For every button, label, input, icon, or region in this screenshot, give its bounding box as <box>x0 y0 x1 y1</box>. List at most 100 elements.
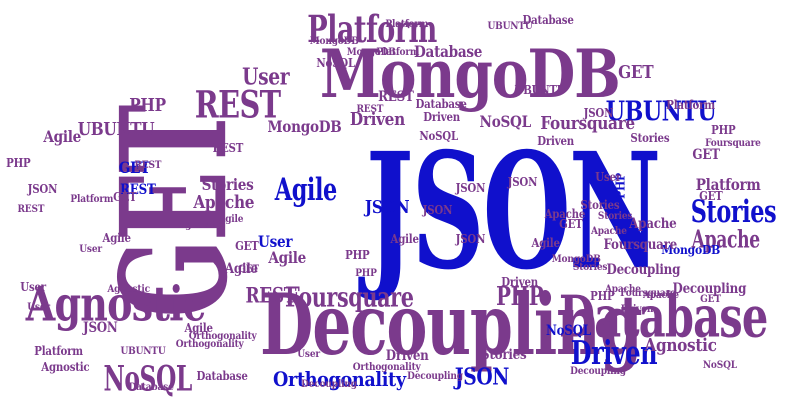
word-driven: Driven <box>536 134 574 148</box>
word-php: PHP <box>589 289 615 303</box>
word-driven: Driven <box>620 304 654 315</box>
word-user: User <box>258 232 293 251</box>
word-nosql: NoSQL <box>545 323 591 339</box>
word-driven: Driven <box>349 109 405 130</box>
word-foursquare: Foursquare <box>620 288 676 299</box>
word-php: PHP <box>495 279 543 312</box>
word-driven: Driven <box>500 275 538 289</box>
word-stories: Stories <box>597 211 633 222</box>
word-orthogonality: Orthogonality <box>175 339 244 350</box>
word-decoupling: Decoupling <box>606 262 680 278</box>
word-nosql: NoSQL <box>702 360 737 371</box>
word-agile: Agile <box>183 321 213 335</box>
word-rest: REST <box>17 204 45 215</box>
word-nosql: NoSQL <box>102 359 192 400</box>
word-foursquare: Foursquare <box>603 237 677 253</box>
word-stories: Stories <box>480 347 527 363</box>
word-database: Database <box>196 369 248 383</box>
word-rest: REST <box>212 141 244 155</box>
word-decoupling: Decoupling <box>407 371 463 382</box>
word-php: PHP <box>5 156 31 170</box>
word-get: GET <box>118 158 150 177</box>
word-ubuntu: UBUNTU <box>605 96 717 128</box>
word-user: User <box>241 63 289 91</box>
word-mongodb: MongoDB <box>346 47 396 58</box>
word-stories: Stories <box>630 131 670 145</box>
word-mongodb: MongoDB <box>267 117 342 136</box>
word-user: User <box>595 170 621 184</box>
word-agile: Agile <box>274 171 338 208</box>
word-php: PHP <box>128 95 166 116</box>
word-ubuntu: UBUNTU <box>120 346 166 357</box>
word-driven: Driven <box>422 110 460 124</box>
word-get: GET <box>559 217 583 231</box>
word-platform: Platform <box>665 98 715 112</box>
word-rest: REST <box>378 89 414 105</box>
word-decoupling: Decoupling <box>672 281 746 297</box>
word-driven: Driven <box>570 334 658 373</box>
word-nosql: NoSQL <box>418 129 458 143</box>
word-rest: REST <box>245 282 297 308</box>
word-mongodb: MongoDB <box>309 36 359 47</box>
word-database: Database <box>414 42 483 61</box>
word-database: Database <box>522 13 574 27</box>
word-agile: Agile <box>101 231 131 245</box>
word-agile: Agile <box>224 261 258 277</box>
word-agnostic: Agnostic <box>177 220 221 231</box>
word-rest: REST <box>120 182 156 198</box>
word-stories: Stories <box>690 193 776 230</box>
word-json: JSON <box>82 320 118 336</box>
word-decoupling: Decoupling <box>570 366 626 377</box>
word-user: User <box>20 280 46 294</box>
word-platform: Platform <box>70 194 114 205</box>
word-json: JSON <box>507 175 537 189</box>
word-get: GET <box>692 147 720 163</box>
word-orthogonality: Orthogonality <box>188 331 257 342</box>
word-user: User <box>78 244 102 255</box>
word-php: PHP <box>355 268 377 279</box>
word-driven: Driven <box>385 348 429 364</box>
word-user: User <box>26 302 50 313</box>
word-platform: Platform <box>307 7 437 52</box>
word-apache: Apache <box>193 192 255 213</box>
word-user: User <box>296 349 320 360</box>
word-json: JSON <box>27 182 57 196</box>
word-get: GET <box>235 239 259 253</box>
word-platform: Platform <box>385 19 429 30</box>
word-get: GET <box>237 264 259 275</box>
word-apache: Apache <box>604 284 641 295</box>
word-get: GET <box>699 294 721 305</box>
word-rest: REST <box>194 82 281 128</box>
word-foursquare: Foursquare <box>284 282 414 314</box>
word-ubuntu: UBUNTU <box>77 119 155 140</box>
word-database: Database <box>415 97 467 111</box>
word-foursquare: Foursquare <box>705 138 761 149</box>
word-json: JSON <box>583 106 613 120</box>
word-get: GET <box>617 62 654 83</box>
word-database: Database <box>558 283 768 351</box>
word-nosql: NoSQL <box>479 112 532 131</box>
word-apache: Apache <box>590 226 627 237</box>
word-mongodb: MongoDB <box>551 254 601 265</box>
word-agile: Agile <box>218 214 244 225</box>
word-apache: Apache <box>629 216 677 232</box>
word-agnostic: Agnostic <box>643 335 717 356</box>
word-orthogonality: Orthogonality <box>352 362 421 373</box>
word-mongodb: MongoDB <box>660 243 720 257</box>
word-apache: Apache <box>642 290 679 301</box>
word-platform: Platform <box>376 47 420 58</box>
word-json: JSON <box>422 203 452 217</box>
word-json: JSON <box>455 181 485 195</box>
word-agnostic: Agnostic <box>40 360 89 374</box>
word-get: GET <box>699 189 723 203</box>
word-rest: REST <box>356 104 384 115</box>
word-agile: Agile <box>43 127 82 146</box>
word-ubuntu: UBUNTU <box>487 21 533 32</box>
word-php: PHP <box>710 123 736 137</box>
word-ubuntu: UBUNTU <box>514 83 566 97</box>
word-rest: REST <box>134 160 162 171</box>
word-stories: Stories <box>572 262 608 273</box>
word-stories: Stories <box>201 175 253 194</box>
word-json: JSON <box>455 232 485 246</box>
